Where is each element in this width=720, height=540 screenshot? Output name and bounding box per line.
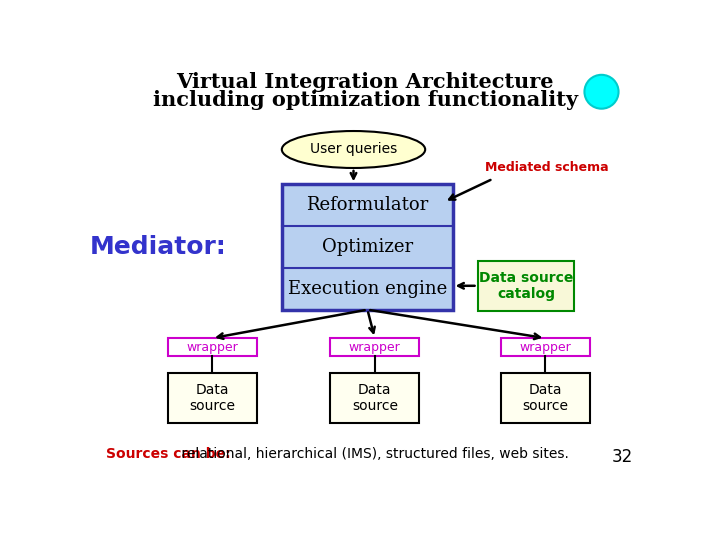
Text: wrapper: wrapper xyxy=(186,341,238,354)
FancyBboxPatch shape xyxy=(500,338,590,356)
FancyBboxPatch shape xyxy=(168,373,256,423)
Ellipse shape xyxy=(282,131,426,168)
FancyBboxPatch shape xyxy=(330,373,419,423)
Text: wrapper: wrapper xyxy=(349,341,401,354)
Text: relational, hierarchical (IMS), structured files, web sites.: relational, hierarchical (IMS), structur… xyxy=(177,447,569,461)
Text: wrapper: wrapper xyxy=(519,341,571,354)
Text: Reformulator: Reformulator xyxy=(306,196,428,214)
Text: Execution engine: Execution engine xyxy=(288,280,447,298)
Text: Data source
catalog: Data source catalog xyxy=(479,271,573,301)
FancyBboxPatch shape xyxy=(282,184,453,309)
FancyBboxPatch shape xyxy=(330,338,419,356)
Text: 32: 32 xyxy=(611,449,632,467)
Text: Optimizer: Optimizer xyxy=(322,238,413,256)
Text: Data
source: Data source xyxy=(189,383,235,413)
FancyBboxPatch shape xyxy=(477,261,575,311)
Text: including optimization functionality: including optimization functionality xyxy=(153,90,577,110)
Circle shape xyxy=(585,75,618,109)
Text: Sources can be:: Sources can be: xyxy=(106,447,230,461)
Text: Mediated schema: Mediated schema xyxy=(485,161,609,174)
FancyBboxPatch shape xyxy=(500,373,590,423)
Text: Mediator:: Mediator: xyxy=(90,235,227,259)
FancyBboxPatch shape xyxy=(168,338,256,356)
Text: User queries: User queries xyxy=(310,143,397,157)
Text: Data
source: Data source xyxy=(352,383,398,413)
Text: Data
source: Data source xyxy=(522,383,568,413)
Text: Virtual Integration Architecture: Virtual Integration Architecture xyxy=(176,72,554,92)
